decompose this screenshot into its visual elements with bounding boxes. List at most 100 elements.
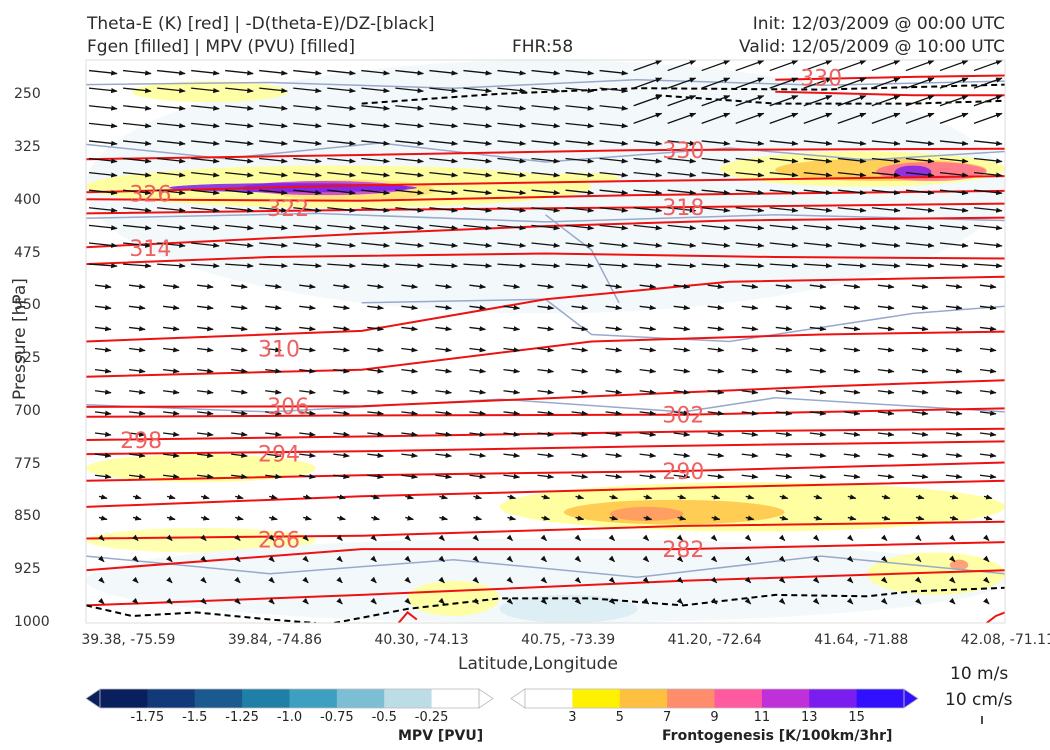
wind-vector: [225, 140, 254, 146]
wind-vector: [565, 189, 595, 196]
wind-vector: [88, 157, 118, 164]
wind-vector: [197, 431, 214, 437]
wind-vector: [537, 305, 555, 311]
wind-vector: [735, 263, 765, 269]
wind-vector: [914, 576, 922, 584]
wind-vector: [506, 597, 513, 605]
wind-vector: [871, 60, 901, 72]
wind-vector: [945, 452, 963, 458]
init-time: Init: 12/03/2009 @ 00:00 UTC: [752, 14, 1005, 34]
wind-vector: [293, 242, 322, 248]
theta-e-contour: [86, 330, 1005, 378]
wind-vector: [235, 494, 244, 500]
wind-vector: [571, 410, 589, 416]
mpv-colorbar: [85, 688, 494, 709]
wind-vector: [979, 326, 997, 332]
wind-vector: [327, 263, 356, 269]
wind-vector: [506, 576, 513, 584]
wind-vector: [633, 60, 663, 72]
theta-e-contour: [86, 461, 1005, 482]
mpv-contour: [86, 397, 1005, 413]
wind-vector: [537, 473, 555, 480]
wind-vector: [673, 410, 691, 416]
wind-vector: [293, 69, 322, 76]
wind-vector: [778, 576, 786, 584]
wind-vector: [531, 157, 561, 164]
wind-vector: [367, 452, 384, 458]
wind-vector: [667, 263, 697, 269]
wind-vector: [871, 95, 901, 107]
wind-vector: [157, 224, 186, 231]
wind-vector: [435, 473, 453, 480]
wind-vector: [673, 347, 691, 353]
wind-vector: [633, 224, 663, 231]
wind-vector: [166, 555, 173, 563]
colorbar-swatch: [147, 689, 196, 708]
field-fill: [949, 559, 969, 571]
wind-vector: [259, 87, 288, 94]
wind-vector: [302, 555, 309, 563]
wind-vector: [667, 242, 697, 248]
wind-vector: [435, 431, 453, 437]
wind-vector: [404, 555, 411, 563]
wind-vector: [843, 283, 861, 290]
wind-vector: [163, 326, 180, 332]
wind-vector: [503, 431, 521, 437]
wind-vector: [531, 87, 561, 94]
wind-vector: [327, 189, 356, 196]
wind-vector: [769, 224, 799, 231]
wind-vector: [639, 473, 657, 480]
wind-vector: [469, 283, 487, 290]
wind-vector: [88, 171, 118, 178]
wind-vector: [122, 207, 152, 213]
y-tick-label: 925: [14, 561, 41, 578]
plot-frame: [85, 59, 1006, 624]
wind-vector: [939, 263, 969, 269]
wind-vector: [915, 494, 925, 500]
wind-vector: [94, 305, 112, 311]
wind-vector: [231, 410, 248, 416]
wind-vector: [537, 347, 555, 353]
vector-reference-horizontal: 10 m/s: [950, 664, 1009, 684]
wind-vector: [769, 140, 799, 146]
wind-vector: [531, 207, 561, 213]
wind-vector: [735, 189, 765, 196]
wind-vector: [775, 305, 793, 311]
wind-vector: [565, 242, 595, 248]
wind-vector: [701, 95, 731, 107]
wind-vector: [333, 305, 350, 311]
wind-vector: [599, 189, 629, 196]
wind-vector: [234, 576, 241, 584]
x-tick-label: 41.64, -71.88: [814, 632, 909, 648]
wind-vector: [633, 95, 663, 107]
wind-vector: [293, 157, 322, 164]
wind-vector: [605, 431, 623, 437]
wind-vector: [336, 576, 343, 584]
stability-contour: [86, 604, 316, 623]
wind-vector: [438, 555, 445, 563]
wind-vector: [157, 171, 186, 178]
wind-vector: [945, 473, 963, 480]
wind-vector: [469, 389, 487, 395]
wind-vector: [497, 105, 527, 111]
wind-vector: [633, 140, 663, 146]
wind-vector: [599, 157, 629, 164]
wind-vector: [265, 389, 282, 395]
wind-vector: [531, 224, 561, 231]
wind-vector: [871, 224, 901, 231]
wind-vector: [157, 189, 186, 196]
wind-vector: [429, 207, 459, 213]
wind-vector: [846, 534, 854, 542]
wind-vector: [877, 368, 895, 374]
wind-vector: [191, 105, 220, 111]
wind-vector: [157, 87, 186, 94]
wind-vector: [803, 157, 833, 164]
colorbar-swatch: [194, 689, 243, 708]
wind-vector: [327, 224, 356, 231]
wind-vector: [710, 534, 718, 542]
wind-vector: [605, 473, 623, 480]
wind-vector: [945, 347, 963, 353]
wind-vector: [779, 494, 789, 500]
wind-vector: [537, 431, 555, 437]
wind-vector: [197, 305, 214, 311]
